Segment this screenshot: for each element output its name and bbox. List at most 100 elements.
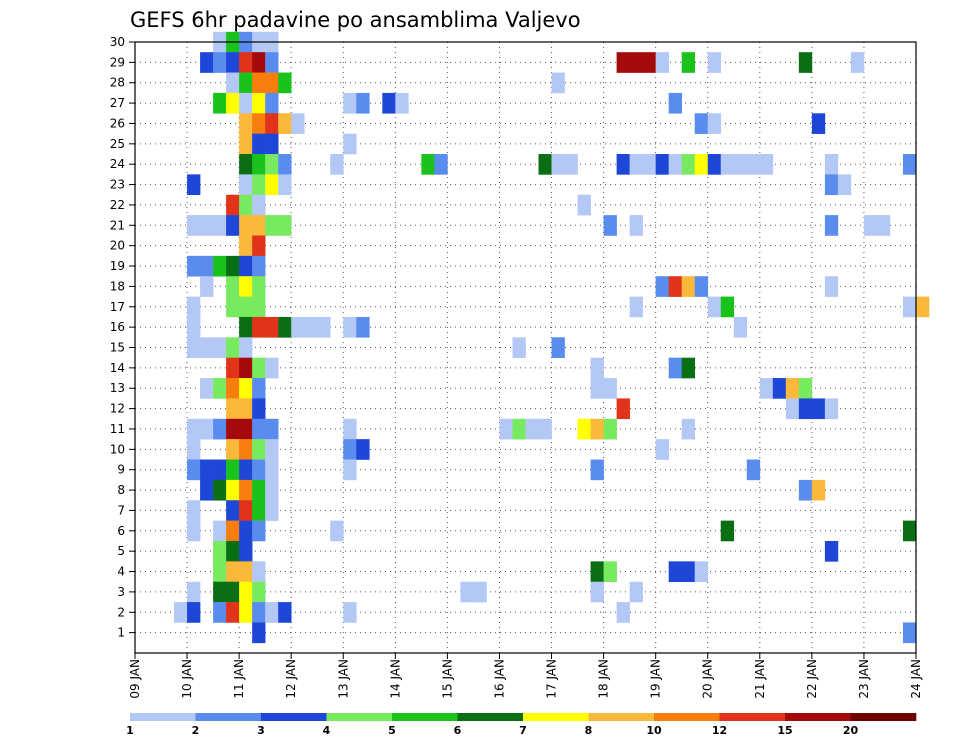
heatmap-cell (213, 418, 227, 440)
x-tick-label: 24 JAN (909, 659, 923, 699)
colorbar-swatch (785, 713, 851, 721)
heatmap-cell (538, 418, 552, 440)
heatmap-cell (252, 276, 266, 297)
colorbar-swatch (130, 713, 196, 721)
heatmap-cell (642, 52, 656, 73)
heatmap-cell (590, 581, 604, 603)
heatmap-cells (174, 31, 930, 644)
colorbar-swatch (261, 713, 327, 721)
heatmap-cell (798, 52, 813, 73)
colorbar-label: 7 (519, 724, 527, 737)
heatmap-cell (343, 439, 357, 460)
heatmap-cell (226, 296, 240, 318)
y-tick-label: 1 (117, 626, 125, 640)
colorbar-swatch (195, 713, 262, 721)
heatmap-cell (525, 418, 539, 440)
heatmap-cell (239, 602, 253, 623)
heatmap-cell (551, 154, 565, 175)
heatmap-cell (252, 398, 266, 420)
heatmap-cell (226, 52, 240, 73)
heatmap-cell (265, 52, 279, 73)
heatmap-cell (616, 398, 630, 420)
heatmap-cell (551, 337, 565, 358)
heatmap-cell (239, 540, 253, 562)
heatmap-cell (681, 276, 696, 297)
heatmap-cell (213, 52, 227, 73)
heatmap-cell (720, 296, 735, 318)
heatmap-cell (902, 622, 917, 644)
heatmap-cell (421, 154, 435, 175)
heatmap-cell (174, 602, 188, 623)
heatmap-cell (707, 296, 722, 318)
chart-title: GEFS 6hr padavine po ansamblima Valjevo (130, 8, 581, 32)
heatmap-cell (252, 174, 266, 196)
heatmap-cell (239, 398, 253, 420)
heatmap-cell (226, 357, 240, 379)
heatmap-cell (603, 418, 617, 440)
heatmap-cell (239, 113, 253, 134)
heatmap-cell (395, 92, 409, 114)
heatmap-cell (239, 459, 253, 481)
colorbar-swatch (719, 713, 786, 721)
heatmap-cell (668, 154, 682, 175)
heatmap-cell (616, 52, 630, 73)
heatmap-cell (720, 154, 735, 175)
y-tick-label: 12 (110, 402, 125, 416)
y-tick-label: 18 (110, 279, 125, 293)
heatmap-cell (330, 520, 344, 542)
y-tick-label: 16 (110, 320, 125, 334)
heatmap-cell (265, 479, 279, 501)
heatmap-cell (226, 581, 240, 603)
y-tick-label: 10 (110, 442, 125, 456)
heatmap-cell (265, 439, 279, 460)
heatmap-cell (200, 276, 214, 297)
x-tick-label: 12 JAN (284, 659, 298, 699)
heatmap-cell (278, 316, 292, 338)
heatmap-cell (343, 602, 357, 623)
heatmap-cell (655, 154, 669, 175)
heatmap-cell (200, 255, 214, 277)
heatmap-cell (291, 113, 305, 134)
heatmap-cell (863, 215, 878, 236)
x-tick-label: 09 JAN (128, 659, 142, 699)
heatmap-cell (226, 479, 240, 501)
heatmap-cell (200, 337, 214, 358)
heatmap-cell (694, 113, 709, 134)
heatmap-cell (577, 194, 591, 216)
heatmap-cell (239, 357, 253, 379)
y-tick-label: 8 (117, 483, 125, 497)
heatmap-cell (798, 479, 813, 501)
x-tick-label: 14 JAN (388, 659, 402, 699)
heatmap-cell (239, 194, 253, 216)
heatmap-cell (824, 276, 839, 297)
heatmap-cell (252, 194, 266, 216)
heatmap-cell (538, 154, 552, 175)
heatmap-cell (187, 418, 201, 440)
heatmap-cell (668, 92, 682, 114)
heatmap-cell (252, 378, 266, 399)
heatmap-cell (239, 154, 253, 175)
heatmap-cell (265, 133, 279, 155)
heatmap-cell (239, 378, 253, 399)
heatmap-cell (577, 418, 591, 440)
heatmap-cell (603, 561, 617, 583)
heatmap-cell (356, 92, 370, 114)
heatmap-cell (343, 92, 357, 114)
heatmap-cell (252, 154, 266, 175)
colorbar-swatch (326, 713, 393, 721)
y-tick-label: 5 (117, 544, 125, 558)
heatmap-cell (655, 276, 669, 297)
x-tick-label: 11 JAN (232, 659, 246, 699)
heatmap-cell (876, 215, 891, 236)
heatmap-cell (252, 459, 266, 481)
heatmap-cell (811, 113, 826, 134)
heatmap-cell (187, 316, 201, 338)
heatmap-cell (278, 113, 292, 134)
heatmap-cell (551, 72, 565, 94)
heatmap-cell (291, 316, 305, 338)
heatmap-cell (252, 479, 266, 501)
heatmap-cell (902, 154, 917, 175)
heatmap-cell (603, 215, 617, 236)
colorbar-label: 20 (843, 724, 859, 737)
y-tick-label: 19 (110, 259, 125, 273)
